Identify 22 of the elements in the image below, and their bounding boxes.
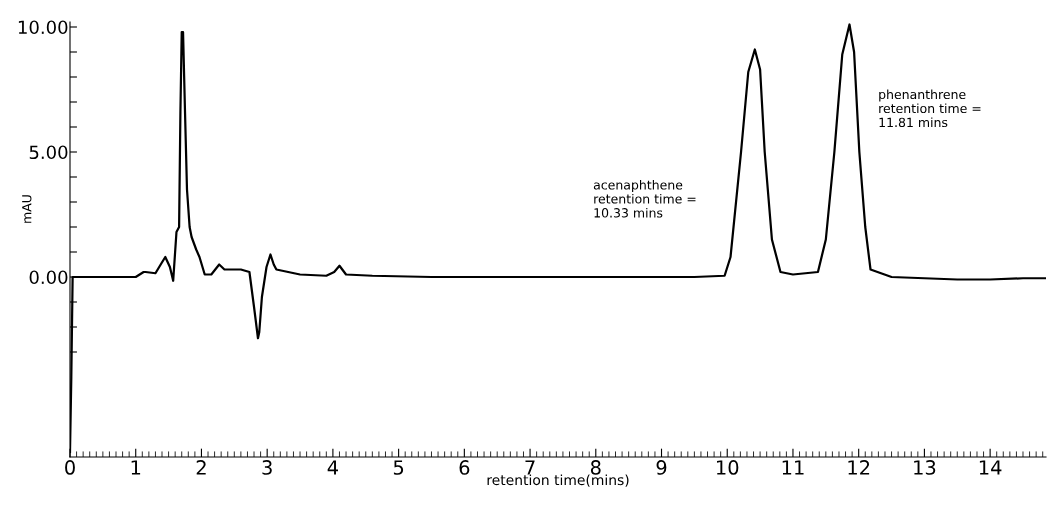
x-tick-label: 8 [590,460,601,475]
x-tick-label: 2 [196,460,206,475]
x-tick-label: 0 [65,460,75,475]
x-tick-label: 7 [525,460,535,475]
x-tick-label: 14 [979,460,1002,475]
x-tick-label: 13 [914,460,936,475]
y-axis-title: mAU [22,195,32,223]
x-tick-label: 9 [656,460,667,475]
x-tick-label: 10 [717,460,739,475]
x-tick-label: 4 [327,460,338,475]
x-tick-label: 12 [848,460,870,475]
annotation: acenaphthene retention time = 10.33 mins [593,179,696,218]
y-tick-label: 5.00 [29,145,68,160]
x-tick-label: 11 [782,460,804,475]
y-tick-label: 10.00 [18,20,68,35]
y-tick-label: 0.00 [29,270,68,285]
x-tick-label: 1 [131,460,141,475]
x-axis-title: retention time(mins) [487,474,629,487]
x-tick-label: 3 [262,460,272,475]
annotation: phenanthrene retention time = 11.81 mins [879,89,981,128]
x-tick-label: 6 [459,460,470,475]
x-tick-label: 5 [393,460,404,475]
